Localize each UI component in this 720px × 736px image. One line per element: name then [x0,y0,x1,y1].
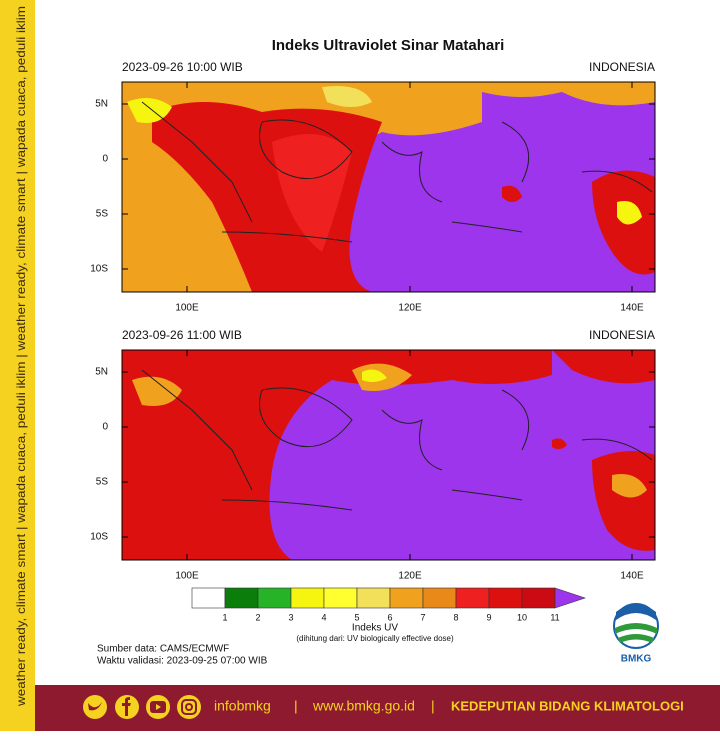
lat-tick-label: 5N [95,99,108,110]
uv-region [482,82,655,106]
colorbar-box [521,587,556,609]
uv-region [502,185,522,202]
colorbar-note: (dihitung dari: UV biologically effectiv… [296,634,454,643]
social-icons [83,695,201,719]
uv-region [612,474,647,498]
footer-separator: | [294,698,298,714]
validity: Waktu validasi: 2023-09-25 07:00 WIB [97,656,268,667]
lat-tick-label: 0 [102,422,108,433]
map-frame [121,349,656,561]
lon-tick-label: 100E [175,303,199,314]
colorbar-tick-label: 6 [387,612,392,622]
colorbar-tick-label: 5 [354,612,359,622]
map-frame [121,81,656,293]
lat-tick-label: 5S [96,209,109,220]
uv-region [362,369,387,383]
colorbar-tick-label: 11 [550,612,559,622]
map-panel: 2023-09-26 11:00 WIB INDONESIA 5N 0 5S 10S 100… [90,328,656,582]
side-band [0,0,35,731]
footer-website: www.bmkg.go.id [312,698,415,714]
colorbar-tick-label: 1 [222,612,227,622]
uv-region [122,350,552,560]
lon-tick-label: 100E [175,571,199,582]
source: Sumber data: CAMS/ECMWF [97,644,229,655]
uv-region [617,201,642,225]
instagram-icon[interactable] [177,695,201,719]
bmkg-logo: BMKG [613,603,659,665]
colorbar-tick-label: 7 [420,612,425,622]
colorbar: 1 2 3 4 5 6 7 8 9 10 11 Indeks UV(dihitung dari: UV… [191,587,586,643]
footer-handle: infobmkg [214,698,271,714]
lon-tick-label: 120E [398,303,422,314]
lon-tick-label: 140E [620,571,644,582]
panel-region: INDONESIA [589,328,655,342]
colorbar-tick-label: 9 [486,612,491,622]
colorbar-arrow [554,587,586,609]
lon-tick-label: 120E [398,571,422,582]
panel-time: 2023-09-26 11:00 WIB [122,328,242,342]
map-title: Indeks Ultraviolet Sinar Matahari [272,37,505,54]
colorbar-tick-label: 8 [453,612,458,622]
colorbar-box [323,587,358,609]
colorbar-box [356,587,391,609]
logo-text: BMKG [621,654,652,665]
uv-region [322,86,372,107]
colorbar-box [191,587,226,609]
map-panel: 2023-09-26 10:00 WIB INDONESIA 5N 0 5S 10S 100… [90,60,656,314]
uv-region [132,376,182,406]
colorbar-box [389,587,424,609]
twitter-icon[interactable] [83,695,107,719]
colorbar-tick-label: 2 [255,612,260,622]
uv-region [592,451,655,551]
colorbar-box [488,587,523,609]
uv-region [552,350,655,384]
lat-tick-label: 5S [96,477,109,488]
lat-tick-label: 10S [90,532,108,543]
panel-time: 2023-09-26 10:00 WIB [122,60,243,74]
colorbar-box [290,587,325,609]
uv-region [272,134,352,252]
colorbar-tick-label: 3 [288,612,293,622]
colorbar-title: Indeks UV [352,623,398,634]
footer-unit: KEDEPUTIAN BIDANG KLIMATOLOGI [451,698,684,713]
coastline [141,101,653,243]
map-field [122,82,655,292]
lon-tick-label: 140E [620,303,644,314]
side-text: weather ready, climate smart | wapada cu… [14,6,28,707]
uv-region [552,438,567,450]
colorbar-tick-label: 4 [321,612,326,622]
lat-tick-label: 5N [95,367,108,378]
footer-separator: | [431,698,435,714]
lat-tick-label: 0 [102,154,108,165]
coastline [141,369,653,511]
panel-region: INDONESIA [589,60,655,74]
colorbar-box [422,587,457,609]
colorbar-tick-label: 10 [517,612,527,622]
panels: 2023-09-26 10:00 WIB INDONESIA 5N 0 5S 10S 100… [90,60,656,582]
map-field [122,350,655,560]
lat-tick-label: 10S [90,264,108,275]
colorbar-box [455,587,490,609]
colorbar-box [257,587,292,609]
colorbar-box [224,587,259,609]
